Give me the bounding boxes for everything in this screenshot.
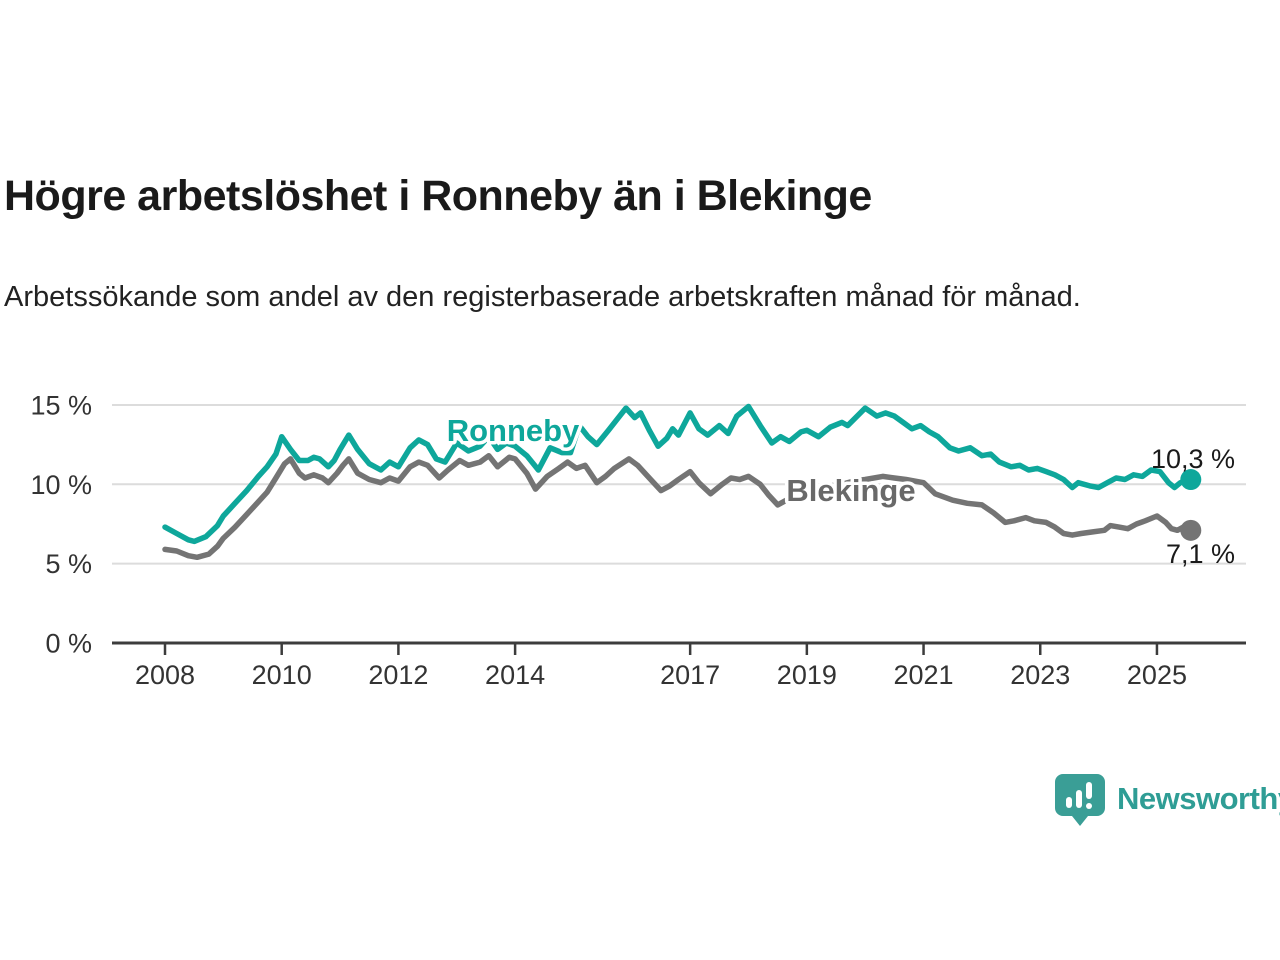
y-tick-label: 5 % [45, 549, 92, 579]
ronneby-value-label: 10,3 % [1151, 444, 1235, 474]
chart-subtitle: Arbetssökande som andel av den registerb… [4, 281, 1081, 313]
y-tick-label: 15 % [30, 390, 92, 420]
ronneby-series-label: Ronneby [447, 413, 580, 448]
ronneby-end-dot [1180, 469, 1202, 491]
x-tick-label: 2021 [894, 660, 954, 690]
page-title: Högre arbetslöshet i Ronneby än i Blekin… [4, 171, 872, 220]
ronneby-line [162, 403, 1194, 545]
x-tick-label: 2012 [368, 660, 428, 690]
x-tick-label: 2014 [485, 660, 545, 690]
x-tick-label: 2010 [252, 660, 312, 690]
x-tick-label: 2023 [1010, 660, 1070, 690]
blekinge-value-label: 7,1 % [1166, 539, 1235, 569]
y-tick-label: 10 % [30, 470, 92, 500]
blekinge-line [162, 452, 1194, 561]
blekinge-series-label: Blekinge [786, 473, 915, 508]
x-tick-label: 2025 [1127, 660, 1187, 690]
brand-footer: Newsworthy [1053, 772, 1280, 826]
newsworthy-logo-icon [1055, 774, 1105, 826]
x-tick-label: 2019 [777, 660, 837, 690]
x-tick-label: 2008 [135, 660, 195, 690]
blekinge-end-dot [1180, 519, 1202, 541]
x-tick-label: 2017 [660, 660, 720, 690]
y-tick-label: 0 % [45, 628, 92, 658]
brand-name: Newsworthy [1117, 781, 1280, 816]
